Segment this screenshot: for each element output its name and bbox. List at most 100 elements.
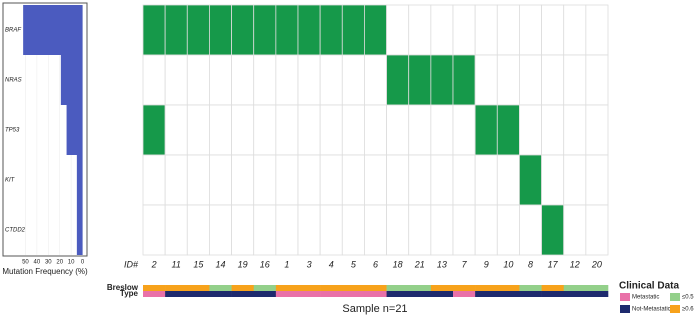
mutation-cell [452, 4, 476, 56]
mutation-cell [585, 4, 609, 56]
mutation-cell [297, 104, 321, 156]
mutation-cell [319, 4, 343, 56]
mutation-cell [541, 204, 565, 256]
track-label: Type [120, 289, 139, 298]
mutation-cell [430, 204, 454, 256]
clinical-cell [386, 291, 410, 297]
mutation-cell [186, 104, 210, 156]
id-label: 3 [307, 259, 312, 269]
mutation-cell [297, 4, 321, 56]
clinical-cell [143, 285, 166, 291]
mutation-cell [519, 54, 542, 106]
mutation-cell [408, 204, 432, 256]
clinical-cell [187, 291, 210, 297]
id-label: 10 [503, 259, 513, 269]
legend-title: Clinical Data [619, 281, 679, 292]
mutation-cell [430, 104, 454, 156]
clinical-cell [275, 291, 299, 297]
mutation-cell [275, 204, 299, 256]
clinical-cell [231, 285, 255, 291]
mutation-cell [341, 4, 365, 56]
mutation-cell [386, 104, 410, 156]
frequency-bar [23, 5, 83, 55]
track-label: Breslow [107, 283, 139, 292]
mutation-cell [541, 54, 565, 106]
mutation-cell [231, 54, 255, 106]
id-label: 20 [591, 259, 602, 269]
mutation-cell [209, 154, 232, 206]
frequency-panel [2, 2, 88, 257]
mutation-cell [319, 204, 343, 256]
id-label: 14 [215, 259, 225, 269]
mutation-cell [186, 4, 210, 56]
mutation-cell [297, 154, 321, 206]
mutation-cell [209, 204, 232, 256]
mutation-cell [474, 54, 498, 106]
mutation-cell [386, 204, 410, 256]
clinical-cell [585, 291, 609, 297]
mutation-cell [364, 104, 387, 156]
id-label: 6 [373, 259, 378, 269]
legend-label: ≥0.6 [682, 307, 694, 313]
gene-label: NRAS [5, 78, 22, 84]
clinical-cell [408, 285, 432, 291]
mutation-cell [386, 54, 410, 106]
mutation-cell [142, 154, 166, 206]
x-tick-label: 20 [56, 260, 63, 266]
mutation-cell [341, 104, 365, 156]
mutation-cell [341, 154, 365, 206]
mutation-cell [231, 204, 255, 256]
mutation-cell [496, 104, 520, 156]
frequency-bar [66, 105, 83, 155]
mutation-cell [297, 204, 321, 256]
id-label: 19 [238, 259, 248, 269]
clinical-cell [231, 291, 255, 297]
mutation-cell [209, 4, 232, 56]
gene-label: TP53 [5, 128, 20, 134]
mutation-cell [275, 54, 299, 106]
x-tick-label: 0 [81, 260, 85, 266]
clinical-cell [364, 291, 387, 297]
mutation-cell [408, 104, 432, 156]
mutation-cell [341, 204, 365, 256]
clinical-cell [585, 285, 609, 291]
mutation-cell [164, 104, 188, 156]
mutation-cell [253, 54, 277, 106]
mutation-cell [319, 104, 343, 156]
mutation-cell [496, 204, 520, 256]
mutation-cell [585, 154, 609, 206]
mutation-cell [474, 104, 498, 156]
id-label: 12 [570, 259, 580, 269]
mutation-cell [452, 104, 476, 156]
x-tick-label: 40 [34, 260, 41, 266]
mutation-cell [452, 54, 476, 106]
id-label: 7 [462, 259, 468, 269]
mutation-cell [519, 104, 542, 156]
clinical-cell [253, 285, 277, 291]
legend-swatch [670, 293, 680, 301]
id-label: 13 [437, 259, 447, 269]
clinical-cell [453, 285, 476, 291]
mutation-cell [231, 154, 255, 206]
mutation-cell [408, 4, 432, 56]
mutation-cell [452, 204, 476, 256]
mutation-cell [563, 4, 587, 56]
id-label: 16 [260, 259, 270, 269]
x-axis-label: Mutation Frequency (%) [2, 267, 88, 276]
mutation-cell [519, 4, 542, 56]
clinical-cell [519, 291, 542, 297]
clinical-cell [430, 291, 454, 297]
mutation-cell [253, 204, 277, 256]
id-label: 2 [151, 259, 157, 269]
legend-label: ≤0.5 [682, 295, 694, 301]
mutation-cell [253, 4, 277, 56]
mutation-cell [496, 4, 520, 56]
mutation-cell [496, 54, 520, 106]
clinical-cell [541, 291, 565, 297]
mutation-cell [364, 154, 387, 206]
clinical-cell [408, 291, 432, 297]
mutation-cell [474, 204, 498, 256]
x-tick-label: 10 [68, 260, 75, 266]
mutation-cell [319, 54, 343, 106]
mutation-cell [386, 4, 410, 56]
